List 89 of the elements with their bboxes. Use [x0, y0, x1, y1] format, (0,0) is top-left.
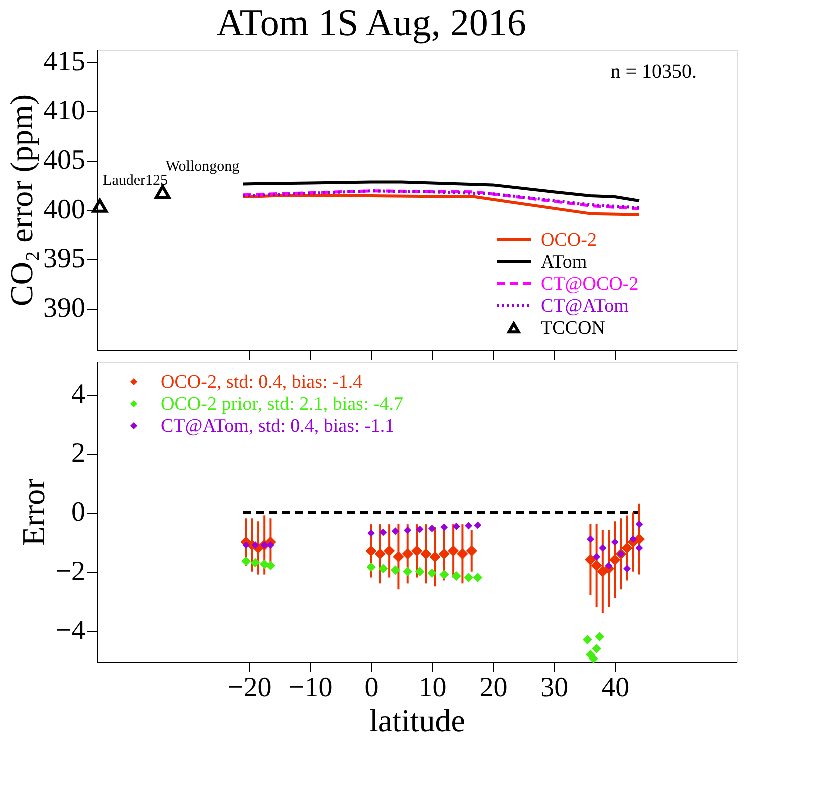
- point: [374, 548, 386, 560]
- point: [591, 560, 602, 572]
- legend-label: OCO-2, std: 0.4, bias: -1.4: [161, 372, 364, 393]
- point: [420, 548, 432, 560]
- point: [415, 567, 425, 577]
- point: [466, 546, 478, 557]
- point: [411, 546, 423, 557]
- point: [366, 546, 377, 557]
- line-series: [242, 180, 641, 202]
- point: [427, 568, 437, 578]
- point: [457, 548, 468, 560]
- point: [592, 644, 602, 654]
- legend-label: OCO-2 prior, std: 2.1, bias: -4.7: [161, 394, 404, 415]
- x-tick-label: −20: [228, 672, 272, 704]
- point: [384, 546, 396, 557]
- point: [630, 536, 638, 544]
- point: [605, 562, 613, 570]
- point: [448, 546, 460, 557]
- point: [267, 542, 274, 549]
- point: [585, 554, 596, 566]
- point: [452, 572, 462, 582]
- point: [430, 551, 441, 563]
- y-tick-label: 4: [72, 379, 86, 410]
- point: [390, 566, 400, 576]
- y-tick-label: 400: [44, 194, 86, 226]
- y-tick-label: 410: [44, 96, 86, 127]
- x-tick-label: −10: [288, 672, 333, 704]
- point: [636, 544, 644, 552]
- point: [402, 548, 414, 560]
- point: [622, 542, 633, 554]
- point: [593, 553, 601, 561]
- point: [452, 522, 460, 530]
- point: [428, 524, 436, 532]
- y-tick-label: −2: [56, 556, 86, 588]
- point: [242, 556, 252, 566]
- x-tick-label: 0: [364, 672, 379, 704]
- annotation: Wollongong: [166, 159, 240, 176]
- point: [393, 551, 404, 563]
- point: [582, 635, 592, 645]
- y-tick-label: 415: [44, 46, 86, 78]
- point: [464, 573, 474, 583]
- chart-title: ATom 1S Aug, 2016: [216, 2, 526, 44]
- point: [250, 558, 260, 568]
- x-tick-label: 30: [540, 672, 569, 704]
- y-axis-title: CO₂ error (ppm): [4, 94, 40, 306]
- annotation: n = 10350.: [610, 61, 697, 83]
- point: [368, 530, 375, 538]
- y-tick-label: 0: [72, 497, 86, 528]
- y-tick-label: 395: [44, 244, 86, 275]
- x-tick-label: 40: [602, 672, 630, 704]
- y-tick-label: −4: [56, 615, 86, 646]
- point: [595, 632, 605, 642]
- point: [366, 562, 376, 572]
- point: [242, 542, 250, 549]
- point: [404, 526, 412, 534]
- point: [438, 548, 450, 560]
- y-axis-title: Error: [16, 478, 52, 546]
- point: [474, 522, 482, 530]
- point: [380, 528, 388, 536]
- x-tick-label: 10: [418, 672, 447, 704]
- point: [392, 528, 400, 536]
- point: [416, 526, 424, 534]
- annotation: Lauder125: [103, 172, 168, 189]
- legend-label: CT@ATom, std: 0.4, bias: -1.1: [161, 416, 395, 437]
- point: [599, 544, 607, 552]
- point: [473, 573, 483, 583]
- y-tick-label: 405: [44, 145, 86, 176]
- point: [587, 536, 594, 544]
- y-tick-label: 2: [72, 438, 86, 470]
- point: [465, 522, 473, 530]
- point: [403, 567, 413, 577]
- x-axis-title: latitude: [370, 702, 466, 738]
- point: [266, 561, 276, 571]
- point: [624, 565, 631, 573]
- legend-label: TCCON: [541, 318, 606, 339]
- legend-label: OCO-2: [541, 230, 597, 251]
- point: [636, 520, 644, 528]
- point: [610, 554, 621, 566]
- x-tick-label: 20: [480, 672, 508, 704]
- point: [589, 654, 599, 664]
- point: [440, 524, 448, 532]
- legend-label: CT@ATom: [541, 296, 630, 317]
- y-tick-label: 390: [44, 293, 86, 324]
- point: [378, 564, 388, 574]
- point: [440, 570, 450, 580]
- line-series: [242, 194, 641, 216]
- point: [611, 538, 619, 546]
- legend-label: ATom: [541, 252, 588, 273]
- legend-label: CT@OCO-2: [541, 274, 639, 295]
